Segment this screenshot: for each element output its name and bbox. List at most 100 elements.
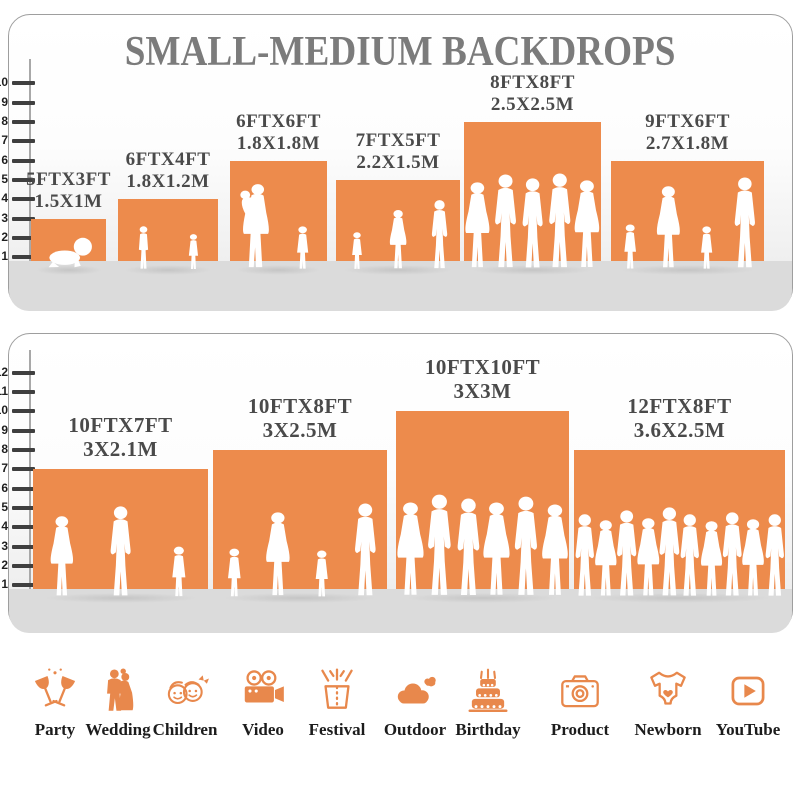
- size-ft-label: 10FTX7FT: [68, 413, 173, 438]
- ruler-label-3: 3: [1, 210, 8, 225]
- size-ft-label: 10FTX10FT: [424, 355, 541, 380]
- size-m-label: 1.5X1M: [34, 190, 103, 212]
- size-m-label: 2.2X1.5M: [356, 151, 440, 173]
- category-label: Newborn: [634, 720, 702, 739]
- ruler-label-3: 3: [1, 538, 8, 553]
- man-silhouette: [415, 493, 464, 599]
- ruler-label-6: 6: [1, 152, 8, 167]
- figure-shadow: [586, 593, 773, 603]
- size-m-label: 1.8X1.8M: [236, 132, 321, 154]
- toddler-silhouette: [220, 547, 249, 599]
- crawling-baby-silhouette: [41, 233, 97, 269]
- ruler-label-2: 2: [1, 229, 8, 244]
- ruler-tick-9: [12, 428, 35, 433]
- woman-silhouette: [646, 185, 691, 271]
- figure-shadow: [343, 265, 453, 275]
- woman-silhouette: [471, 501, 522, 599]
- size-m-label: 3X2.1M: [83, 437, 158, 462]
- ruler-tick-5: [12, 505, 35, 510]
- man-silhouette: [99, 505, 142, 599]
- youtube-play-icon: [700, 666, 796, 718]
- ground-strip: [9, 589, 792, 633]
- backdrop-size-label: 8FTX8FT 2.5X2.5M: [423, 72, 643, 116]
- size-ft-label: 5FTX3FT: [26, 168, 111, 190]
- ruler-label-4: 4: [1, 519, 8, 534]
- ruler-label-8: 8: [1, 442, 8, 457]
- backdrop-bar-6ftx4ft: [118, 199, 218, 261]
- boy-silhouette: [132, 225, 155, 271]
- man-silhouette: [343, 502, 388, 599]
- size-ft-label: 9FTX6FT: [645, 110, 730, 132]
- man-silhouette: [423, 199, 456, 271]
- ruler-tick-6: [12, 158, 35, 163]
- ruler-label-12: 12: [0, 364, 8, 379]
- ruler-tick-12: [12, 370, 35, 375]
- man-silhouette: [511, 177, 554, 271]
- children-faces-icon: [137, 666, 233, 718]
- backdrop-size-label: 9FTX6FT 2.7X1.8M: [578, 111, 798, 155]
- category-row: Party Wedding Children Video Festival Outdoor…: [0, 648, 800, 768]
- girl-silhouette: [164, 545, 194, 599]
- category-label: Video: [242, 720, 284, 739]
- category-newborn: Newborn: [620, 666, 716, 740]
- category-label: YouTube: [715, 720, 781, 739]
- category-birthday: Birthday: [440, 666, 536, 740]
- ruler-tick-5: [12, 177, 35, 182]
- ruler-tick-4: [12, 197, 35, 202]
- category-festival: Festival: [289, 666, 385, 740]
- ruler-label-1: 1: [1, 249, 8, 264]
- man-silhouette: [537, 172, 583, 271]
- woman-silhouette: [691, 520, 732, 599]
- category-label: Children: [152, 720, 218, 739]
- woman-silhouette: [255, 511, 301, 599]
- category-video: Video: [215, 666, 311, 740]
- size-m-label: 3X3M: [453, 379, 512, 404]
- outdoor-cloud-icon: [367, 666, 463, 718]
- woman-silhouette: [530, 503, 580, 599]
- size-ft-label: 7FTX5FT: [355, 129, 441, 151]
- toddler-silhouette: [308, 549, 336, 599]
- woman-silhouette: [732, 518, 774, 599]
- backdrop-bar-10ftx10ft: [396, 411, 569, 589]
- ruler-tick-3: [12, 216, 35, 221]
- category-product: Product: [532, 666, 628, 740]
- woman-silhouette: [627, 517, 670, 599]
- ruler-label-5: 5: [1, 499, 8, 514]
- ruler-tick-10: [12, 81, 35, 86]
- toddler-silhouette: [346, 231, 368, 271]
- category-children: Children: [137, 666, 233, 740]
- man-silhouette: [755, 513, 795, 599]
- woman-silhouette: [585, 519, 627, 599]
- man-silhouette: [712, 511, 752, 599]
- girl-silhouette: [183, 233, 204, 271]
- man-silhouette: [670, 513, 710, 599]
- ruler-label-5: 5: [1, 171, 8, 186]
- video-camera-icon: [215, 666, 311, 718]
- figure-shadow: [35, 265, 102, 275]
- ruler-tick-6: [12, 486, 35, 491]
- page-title: SMALL-MEDIUM BACKDROPS: [9, 27, 792, 75]
- wedding-couple-icon: [70, 666, 166, 718]
- figure-shadow: [223, 593, 377, 603]
- man-silhouette: [565, 513, 605, 599]
- girl-silhouette: [617, 223, 643, 271]
- girl-silhouette: [694, 225, 719, 271]
- size-m-label: 3.6X2.5M: [633, 418, 726, 443]
- product-camera-icon: [532, 666, 628, 718]
- ruler-tick-1: [12, 255, 35, 260]
- size-m-label: 2.7X1.8M: [645, 132, 730, 154]
- size-ft-label: 6FTX6FT: [236, 110, 321, 132]
- size-ft-label: 8FTX8FT: [490, 72, 575, 94]
- man-silhouette: [648, 506, 691, 599]
- figure-shadow: [124, 265, 212, 275]
- backdrop-size-label: 6FTX6FT 1.8X1.8M: [169, 111, 389, 155]
- ruler-label-8: 8: [1, 114, 8, 129]
- girl-silhouette: [290, 225, 315, 271]
- category-label: Festival: [308, 720, 366, 739]
- size-m-label: 2.5X2.5M: [490, 94, 575, 116]
- woman-silhouette: [40, 515, 84, 599]
- woman-silhouette: [454, 181, 501, 271]
- ruler-label-7: 7: [1, 133, 8, 148]
- size-m-label: 3X2.5M: [262, 418, 338, 443]
- ground-strip: [9, 261, 792, 311]
